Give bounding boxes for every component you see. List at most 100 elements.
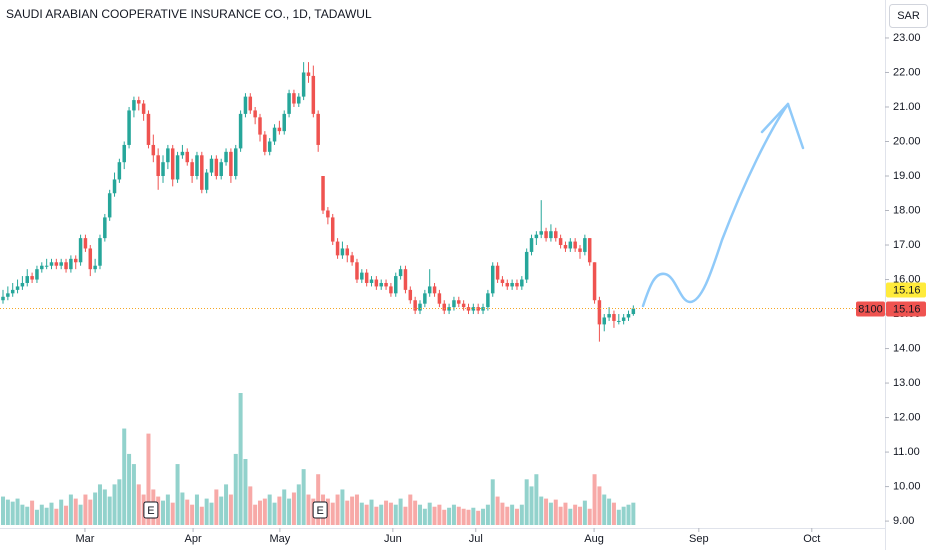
volume-bar <box>364 504 369 525</box>
volume-bar <box>287 498 292 525</box>
candle-body <box>437 293 442 304</box>
candle-body <box>597 300 602 325</box>
candle-body <box>127 110 131 145</box>
candle-body <box>166 148 170 163</box>
volume-bar <box>587 508 592 525</box>
candle-body <box>330 217 335 242</box>
candle-body <box>326 210 330 218</box>
candle-body <box>510 282 514 287</box>
volume-bar <box>393 504 398 525</box>
candle-body <box>277 127 282 132</box>
volume-bar <box>112 484 117 525</box>
volume-bar <box>330 502 335 525</box>
currency-button[interactable] <box>889 4 928 28</box>
candle-body <box>258 117 262 135</box>
candle-body <box>243 96 248 114</box>
volume-bar <box>301 469 306 525</box>
volume-bar <box>456 506 461 525</box>
candle-body <box>117 162 122 180</box>
candle-body <box>321 176 325 211</box>
symbol-label: 8100 <box>858 303 882 315</box>
candle-body <box>573 241 577 249</box>
volume-bar <box>418 504 423 525</box>
volume-bar <box>5 499 10 525</box>
volume-bar <box>548 502 553 525</box>
candle-body <box>20 282 25 287</box>
volume-bar <box>117 479 122 525</box>
candle-body <box>272 127 277 142</box>
candle-body <box>427 286 432 294</box>
drawing-arrowhead[interactable] <box>760 102 805 150</box>
x-tick-label: Oct <box>803 533 820 545</box>
candle-body <box>418 303 422 311</box>
volume-bar <box>413 500 418 525</box>
currency-label[interactable]: SAR <box>897 10 920 22</box>
candle-body <box>515 282 519 287</box>
candle-body <box>253 110 257 118</box>
volume-bar <box>539 496 544 525</box>
y-tick-label: 12.00 <box>893 411 921 423</box>
candle-body <box>432 286 437 294</box>
candle-body <box>408 289 413 301</box>
candle-body <box>374 279 379 287</box>
volume-bar <box>495 496 500 525</box>
candle-body <box>78 238 83 263</box>
volume-bar <box>122 428 127 525</box>
volume-bar <box>214 489 219 525</box>
y-tick-label: 17.00 <box>893 239 921 251</box>
volume-bar <box>379 504 384 525</box>
candle-body <box>306 72 311 76</box>
candle-body <box>59 262 63 266</box>
volume-bar <box>461 508 466 525</box>
candle-body <box>452 300 456 308</box>
volume-bar <box>485 504 490 525</box>
volume-bar <box>578 506 583 525</box>
candle-body <box>10 289 15 294</box>
candle-body <box>587 238 592 263</box>
candle-body <box>204 172 209 190</box>
last-price-label: 15.16 <box>893 303 921 315</box>
candle-body <box>175 155 180 180</box>
volume-bar <box>388 502 393 525</box>
candle-body <box>592 262 597 301</box>
volume-bar <box>490 479 495 525</box>
y-tick-label: 13.00 <box>893 377 921 389</box>
volume-bar <box>131 464 136 525</box>
candle-body <box>389 286 393 294</box>
x-tick-label: Mar <box>75 533 94 545</box>
volume-bar <box>219 496 224 525</box>
earnings-label: E <box>316 505 323 517</box>
symbol-badge <box>856 301 885 317</box>
candle-body <box>461 303 466 308</box>
earnings-marker <box>143 501 159 519</box>
volume-bar <box>97 484 102 525</box>
volume-bar <box>204 498 209 525</box>
candle-body <box>137 100 141 104</box>
candle-body <box>233 148 238 176</box>
volume-bar <box>10 501 15 525</box>
candle-body <box>520 279 524 287</box>
candle-body <box>490 265 495 294</box>
x-tick-label: Jun <box>384 533 402 545</box>
volume-bar <box>398 498 403 525</box>
candle-body <box>583 238 587 252</box>
candle-body <box>229 151 233 176</box>
candles <box>1 62 636 342</box>
candle-body <box>403 269 408 290</box>
volume-bar <box>568 508 573 525</box>
drawing-curve[interactable] <box>641 102 790 308</box>
y-tick-label: 10.00 <box>893 480 921 492</box>
volume-bar <box>597 486 602 525</box>
volume-bar <box>136 484 141 525</box>
y-tick-label: 16.00 <box>893 273 921 285</box>
volume-bar <box>170 502 175 525</box>
volume-bar <box>350 496 355 525</box>
volume-bar <box>78 504 83 525</box>
candle-body <box>248 96 253 111</box>
candle-body <box>88 248 93 270</box>
candle-body <box>6 293 10 297</box>
volume-bar <box>277 496 282 525</box>
volume-bar <box>243 459 248 525</box>
candle-body <box>15 286 20 290</box>
